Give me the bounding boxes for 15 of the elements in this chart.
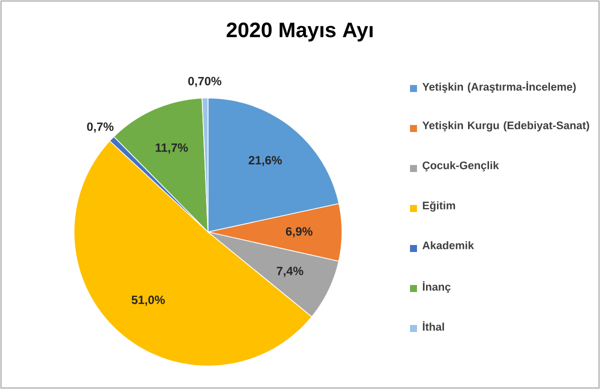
data-label: 51,0% xyxy=(132,296,165,306)
data-label: 21,6% xyxy=(248,156,282,166)
legend-label: Yetişkin (Araştırma-İnceleme) xyxy=(422,81,576,93)
legend-label: Yetişkin Kurgu (Edebiyat-Sanat) xyxy=(422,121,590,132)
data-label: 7,4% xyxy=(276,266,304,277)
legend-label: Çocuk-Gençlik xyxy=(422,161,499,172)
data-label: 11,7% xyxy=(156,143,188,154)
legend-label: Akademik xyxy=(422,241,474,250)
legend-label: Eğitim xyxy=(422,201,456,212)
data-label: 6,9% xyxy=(286,227,312,238)
legend-label: İnanç xyxy=(422,281,450,293)
chart-title: 2020 Mayıs Ayı xyxy=(226,22,373,42)
data-label: 0,7% xyxy=(87,122,114,133)
legend-label: İthal xyxy=(422,321,444,331)
data-label: 0,70% xyxy=(188,76,222,88)
